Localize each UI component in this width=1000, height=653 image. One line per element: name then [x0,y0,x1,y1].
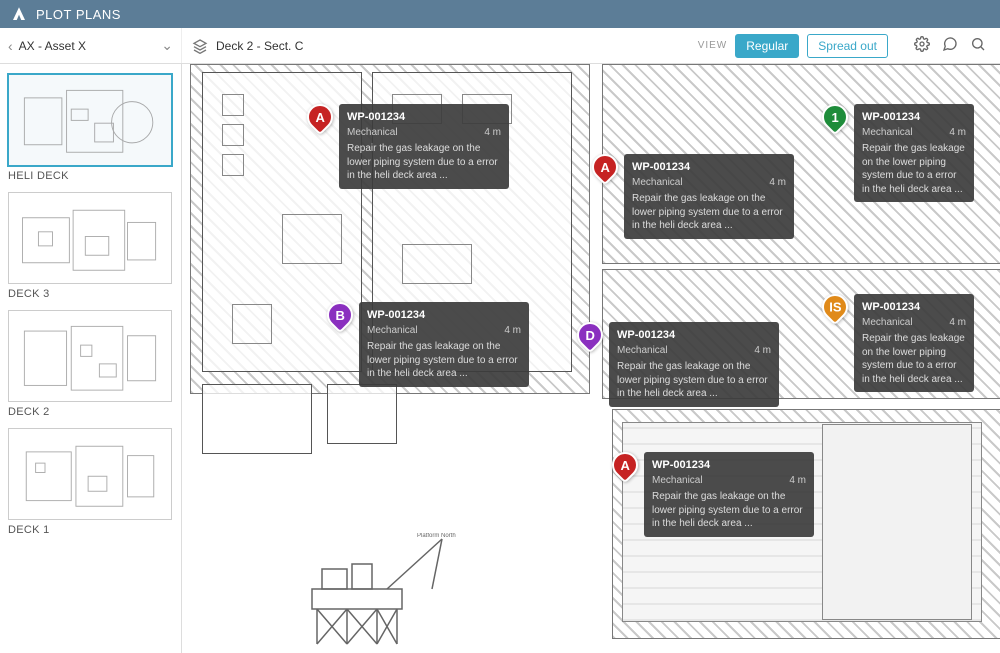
wp-distance: 4 m [789,474,806,488]
chevron-down-icon: ⌄ [161,37,173,54]
work-package-marker[interactable]: AWP-001234Mechanical4 mRepair the gas le… [612,452,814,537]
app-logo-icon [10,5,28,23]
view-spread-button[interactable]: Spread out [807,34,888,58]
wp-id: WP-001234 [652,458,806,473]
location-label: Deck 2 - Sect. C [216,39,303,53]
view-label: VIEW [698,40,728,51]
platform-illustration: Platform North [292,529,462,649]
wp-id: WP-001234 [862,300,966,315]
svg-text:Platform North: Platform North [417,533,456,539]
thumb-label: DECK 3 [8,288,173,300]
thumb-deck-2[interactable]: DECK 2 [0,304,181,422]
work-package-card[interactable]: WP-001234Mechanical 4 m Repair the gas lea… [609,322,779,407]
wp-description: Repair the gas leakage on the lower pipi… [632,192,786,233]
thumb-heli-deck[interactable]: HELI DECK [0,68,181,186]
wp-distance: 4 m [949,126,966,140]
app-title: PLOT PLANS [36,7,121,22]
work-package-card[interactable]: WP-001234Mechanical 4 m Repair the gas lea… [624,154,794,239]
work-package-card[interactable]: WP-001234Mechanical 4 m Repair the gas lea… [339,104,509,189]
wp-description: Repair the gas leakage on the lower pipi… [347,142,501,183]
marker-badge: A [607,447,644,484]
wp-description: Repair the gas leakage on the lower pipi… [652,490,806,531]
wp-distance: 4 m [504,324,521,338]
work-package-marker[interactable]: 1WP-001234Mechanical4 mRepair the gas le… [822,104,974,202]
wp-distance: 4 m [484,126,501,140]
work-package-card[interactable]: WP-001234Mechanical 4 m Repair the gas lea… [854,104,974,202]
location-selector[interactable]: Deck 2 - Sect. C [182,38,313,54]
work-package-marker[interactable]: DWP-001234Mechanical4 mRepair the gas le… [577,322,779,407]
wp-description: Repair the gas leakage on the lower pipi… [617,360,771,401]
marker-badge: A [302,99,339,136]
marker-badge: 1 [817,99,854,136]
wp-id: WP-001234 [347,110,501,125]
marker-badge: A [587,149,624,186]
thumb-label: DECK 1 [8,524,173,536]
wp-description: Repair the gas leakage on the lower pipi… [862,332,966,386]
wp-distance: 4 m [769,176,786,190]
wp-distance: 4 m [949,316,966,330]
chevron-left-icon: ‹ [8,38,13,54]
marker-badge: D [572,317,609,354]
wp-description: Repair the gas leakage on the lower pipi… [367,340,521,381]
wp-discipline: Mechanical [862,126,913,140]
asset-selector[interactable]: ‹ AX - Asset X ⌄ [0,28,182,63]
wp-discipline: Mechanical [862,316,913,330]
wp-discipline: Mechanical [652,474,703,488]
wp-discipline: Mechanical [347,126,398,140]
wp-id: WP-001234 [632,160,786,175]
work-package-marker[interactable]: AWP-001234Mechanical4 mRepair the gas le… [592,154,794,239]
work-package-card[interactable]: WP-001234Mechanical 4 m Repair the gas lea… [359,302,529,387]
work-package-marker[interactable]: AWP-001234Mechanical4 mRepair the gas le… [307,104,509,189]
wp-discipline: Mechanical [367,324,418,338]
chat-icon[interactable] [942,36,958,55]
app-header: PLOT PLANS [0,0,1000,28]
thumb-label: HELI DECK [8,170,173,182]
work-package-marker[interactable]: BWP-001234Mechanical4 mRepair the gas le… [327,302,529,387]
deck-thumbnails: HELI DECK DECK 3 DECK 2 DECK 1 [0,64,182,653]
view-toggle: VIEW Regular Spread out [698,34,900,58]
wp-id: WP-001234 [862,110,966,125]
wp-description: Repair the gas leakage on the lower pipi… [862,142,966,196]
marker-badge: IS [817,289,854,326]
work-package-marker[interactable]: ISWP-001234Mechanical4 mRepair the gas l… [822,294,974,392]
gear-icon[interactable] [914,36,930,55]
wp-distance: 4 m [754,344,771,358]
layers-icon [192,38,208,54]
plan-canvas[interactable]: Platform North AWP-001234Mechanical4 mRe… [182,64,1000,653]
work-package-card[interactable]: WP-001234Mechanical 4 m Repair the gas lea… [854,294,974,392]
asset-label: AX - Asset X [19,39,156,53]
thumb-deck-1[interactable]: DECK 1 [0,422,181,540]
thumb-label: DECK 2 [8,406,173,418]
marker-badge: B [322,297,359,334]
wp-id: WP-001234 [367,308,521,323]
thumb-deck-3[interactable]: DECK 3 [0,186,181,304]
wp-discipline: Mechanical [617,344,668,358]
view-regular-button[interactable]: Regular [735,34,799,58]
work-package-card[interactable]: WP-001234Mechanical 4 m Repair the gas lea… [644,452,814,537]
wp-id: WP-001234 [617,328,771,343]
wp-discipline: Mechanical [632,176,683,190]
toolbar: ‹ AX - Asset X ⌄ Deck 2 - Sect. C VIEW R… [0,28,1000,64]
search-icon[interactable] [970,36,986,55]
